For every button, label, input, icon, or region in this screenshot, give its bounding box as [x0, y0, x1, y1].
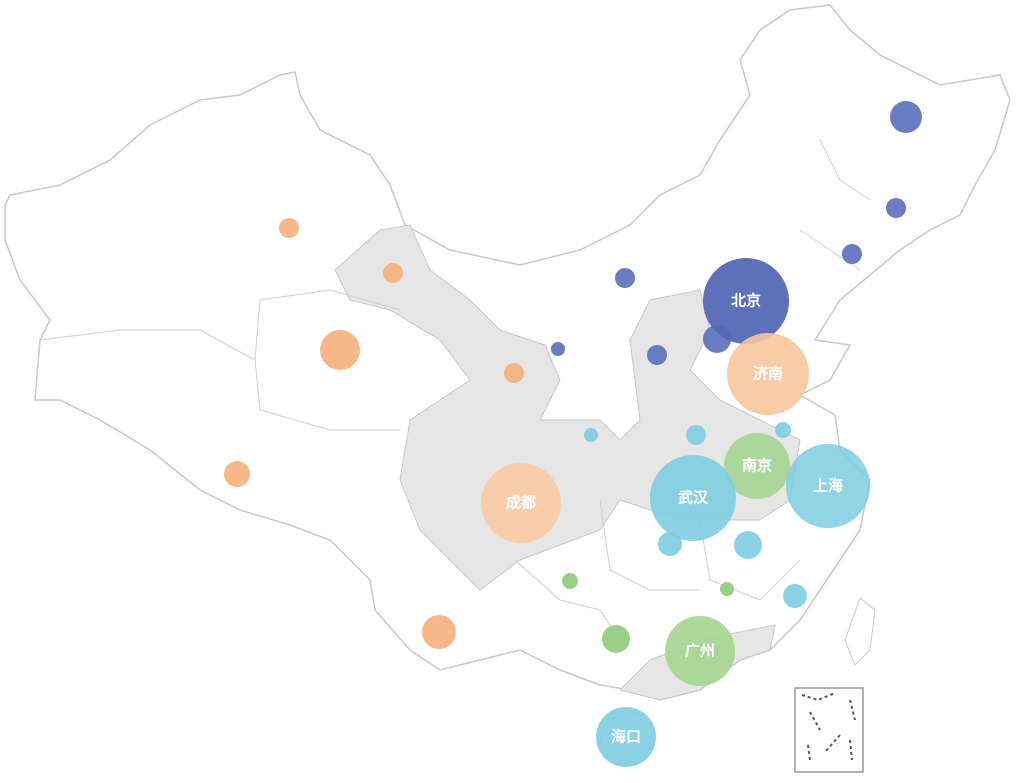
city-label: 北京 [731, 292, 761, 310]
bubble [422, 615, 456, 649]
bubble [551, 342, 565, 356]
province-borders [39, 139, 871, 641]
bubble [224, 461, 250, 487]
city-label: 济南 [753, 365, 783, 383]
bubble [602, 625, 630, 653]
bubble [734, 531, 762, 559]
bubble [720, 582, 734, 596]
city-bubble [650, 455, 736, 541]
bubble [686, 425, 706, 445]
bubble [886, 198, 906, 218]
city-bubble [665, 616, 735, 686]
city-bubble [727, 333, 809, 415]
bubble [584, 428, 598, 442]
city-bubble [481, 463, 561, 543]
city-label: 成都 [506, 494, 536, 512]
bubble [504, 363, 524, 383]
city-bubble [724, 433, 790, 499]
bubble [842, 244, 862, 264]
city-label: 武汉 [678, 489, 709, 507]
bubble [279, 218, 299, 238]
city-label: 广州 [685, 642, 715, 660]
city-label: 南京 [742, 457, 772, 475]
bubble [658, 532, 682, 556]
bubble [383, 263, 403, 283]
city-bubble [786, 444, 870, 528]
city-label: 海口 [611, 728, 641, 746]
bubble [320, 330, 360, 370]
city-label: 上海 [813, 477, 843, 495]
inset-south-sea [794, 687, 864, 773]
bubble [562, 573, 578, 589]
city-bubble [703, 258, 789, 344]
city-bubble [596, 707, 656, 767]
bubble [890, 101, 922, 133]
bubble [647, 345, 667, 365]
bubble [775, 422, 791, 438]
taiwan [844, 597, 876, 666]
bubble [783, 584, 807, 608]
bubble [615, 268, 635, 288]
